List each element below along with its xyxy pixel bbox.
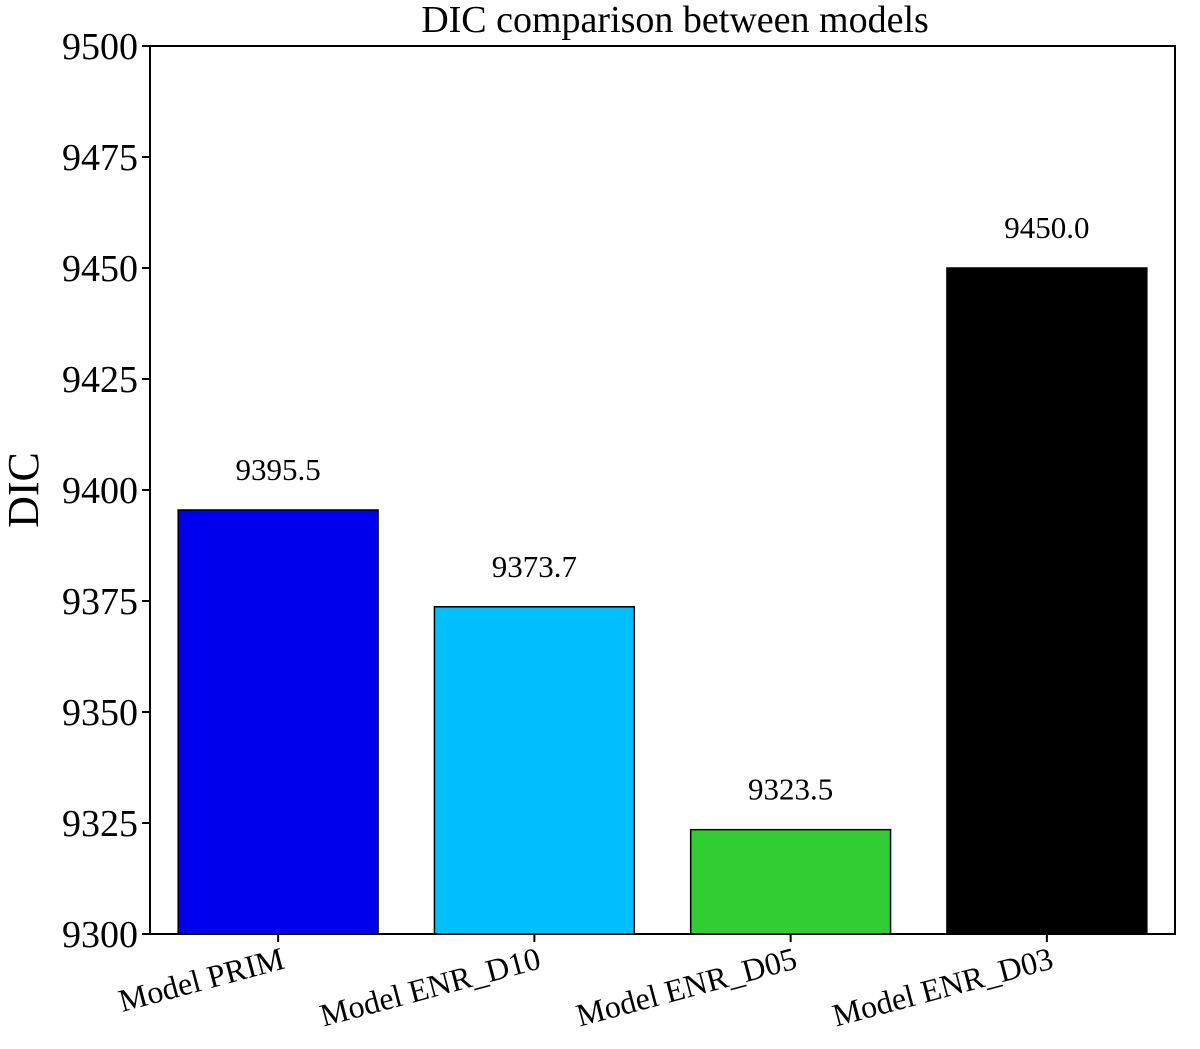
y-tick-label-9450: 9450	[62, 248, 138, 290]
bar-4	[946, 267, 1148, 935]
y-tick-label-9300: 9300	[62, 914, 138, 956]
bar-1	[177, 509, 379, 935]
y-tick-label-9400: 9400	[62, 470, 138, 512]
y-tick-label-9500: 9500	[62, 26, 138, 68]
bar-value-label-4: 9450.0	[1004, 210, 1089, 245]
value-labels-group: 9395.5 9373.7 9323.5 9450.0	[236, 210, 1090, 807]
chart-title: DIC comparison between models	[421, 0, 929, 41]
y-axis-label: DIC	[0, 452, 48, 528]
bar-value-label-2: 9373.7	[492, 549, 577, 584]
plot-frame	[149, 45, 1176, 935]
bar-value-label-1: 9395.5	[236, 452, 321, 487]
bars-group	[177, 267, 1148, 935]
y-axis: 9300 9325 9350 9375 9400 9425 9450 9475 9500	[62, 26, 150, 956]
y-tick-label-9375: 9375	[62, 581, 138, 623]
y-tick-label-9475: 9475	[62, 137, 138, 179]
y-tick-label-9350: 9350	[62, 692, 138, 734]
y-tick-label-9425: 9425	[62, 359, 138, 401]
bar-value-label-3: 9323.5	[748, 772, 833, 807]
bar-2	[433, 606, 636, 935]
y-tick-label-9325: 9325	[62, 803, 138, 845]
bar-3	[689, 828, 892, 935]
